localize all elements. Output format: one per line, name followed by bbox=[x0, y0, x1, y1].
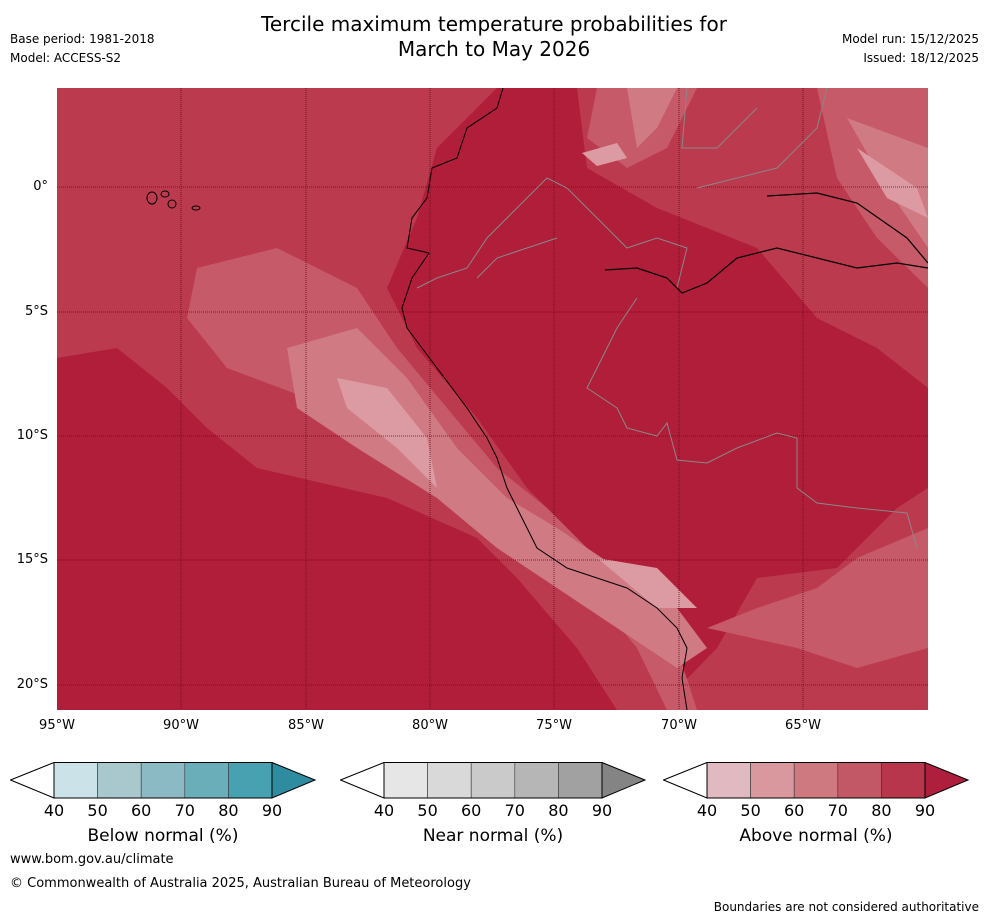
lat-label: 20°S bbox=[16, 677, 48, 692]
colorbar-tick-label: 80 bbox=[218, 801, 239, 820]
colorbar-tick-label: 70 bbox=[827, 801, 848, 820]
below-normal-label: Below normal (%) bbox=[87, 826, 239, 846]
galapagos-islands bbox=[146, 190, 201, 211]
colorbar-segment bbox=[228, 762, 273, 799]
colorbar-segment bbox=[793, 762, 839, 799]
grid-lines bbox=[57, 88, 928, 710]
colorbar-segment bbox=[837, 762, 882, 799]
colorbar-segment bbox=[53, 762, 98, 799]
model-name: Model: ACCESS-S2 bbox=[10, 51, 122, 65]
colorbar-segment bbox=[184, 762, 229, 799]
colorbar-tick-label: 50 bbox=[87, 801, 108, 820]
colorbar-tick-label: 90 bbox=[914, 801, 936, 820]
colorbar-upper-extend bbox=[601, 762, 647, 799]
website-link[interactable]: www.bom.gov.au/climate bbox=[10, 852, 174, 867]
colorbar-segment bbox=[383, 762, 428, 799]
colorbar-tick-label: 70 bbox=[174, 801, 195, 820]
colorbar-tick-label: 80 bbox=[871, 801, 892, 820]
colorbar-upper-extend bbox=[271, 762, 317, 799]
map-title: Tercile maximum temperature probabilitie… bbox=[0, 12, 988, 62]
disclaimer: Boundaries are not considered authoritat… bbox=[713, 900, 979, 914]
colorbar-tick-label: 60 bbox=[131, 801, 152, 820]
colorbar-tick-label: 60 bbox=[461, 801, 482, 820]
colorbar-segment bbox=[881, 762, 926, 799]
colorbar-segment bbox=[750, 762, 795, 799]
colorbar-segment bbox=[97, 762, 142, 799]
near-normal-colorbar bbox=[340, 762, 647, 799]
near-normal-label: Near normal (%) bbox=[422, 826, 564, 846]
country-borders bbox=[416, 88, 918, 549]
colorbar-tick-label: 90 bbox=[591, 801, 613, 820]
colorbar-tick-label: 90 bbox=[261, 801, 283, 820]
title-line-1: Tercile maximum temperature probabilitie… bbox=[261, 12, 727, 36]
contour-80 bbox=[57, 88, 928, 710]
above-normal-label: Above normal (%) bbox=[739, 826, 893, 846]
probability-map bbox=[57, 88, 928, 710]
base-period: Base period: 1981-2018 bbox=[10, 32, 155, 46]
colorbar-lower-extend bbox=[340, 762, 385, 799]
model-run: Model run: 15/12/2025 bbox=[841, 32, 979, 46]
lat-label: 15°S bbox=[16, 552, 48, 567]
coastline bbox=[401, 88, 688, 710]
lat-label: 10°S bbox=[16, 428, 48, 443]
colorbar-segment bbox=[558, 762, 603, 799]
copyright: © Commonwealth of Australia 2025, Austra… bbox=[10, 876, 471, 891]
colorbar-tick-label: 40 bbox=[373, 801, 395, 820]
lon-label: 80°W bbox=[412, 718, 448, 733]
below-normal-colorbar bbox=[10, 762, 317, 799]
colorbar-lower-extend bbox=[10, 762, 55, 799]
colorbar-segment bbox=[140, 762, 186, 799]
lon-label: 70°W bbox=[661, 718, 697, 733]
colorbar-lower-extend bbox=[663, 762, 708, 799]
colorbar-segment bbox=[706, 762, 751, 799]
lat-label: 0° bbox=[33, 179, 48, 194]
colorbar-upper-extend bbox=[924, 762, 970, 799]
colorbar-tick-label: 50 bbox=[417, 801, 438, 820]
colorbar-tick-label: 40 bbox=[43, 801, 65, 820]
colorbar-segment bbox=[470, 762, 516, 799]
colorbar-segment bbox=[514, 762, 559, 799]
lon-label: 75°W bbox=[536, 718, 572, 733]
issued-date: Issued: 18/12/2025 bbox=[863, 51, 979, 65]
lon-label: 95°W bbox=[39, 718, 75, 733]
contour-60 bbox=[287, 88, 928, 668]
lat-label: 5°S bbox=[24, 304, 48, 319]
title-line-2: March to May 2026 bbox=[397, 37, 591, 61]
colorbar-tick-label: 80 bbox=[548, 801, 569, 820]
colorbar-tick-label: 40 bbox=[696, 801, 718, 820]
colorbar-tick-label: 70 bbox=[504, 801, 525, 820]
colorbar-tick-label: 60 bbox=[784, 801, 805, 820]
above-normal-colorbar bbox=[663, 762, 970, 799]
amazon-river bbox=[604, 192, 928, 294]
colorbar-tick-label: 50 bbox=[740, 801, 761, 820]
lon-label: 65°W bbox=[785, 718, 821, 733]
lon-label: 85°W bbox=[288, 718, 324, 733]
lon-label: 90°W bbox=[163, 718, 199, 733]
colorbar-segment bbox=[427, 762, 472, 799]
